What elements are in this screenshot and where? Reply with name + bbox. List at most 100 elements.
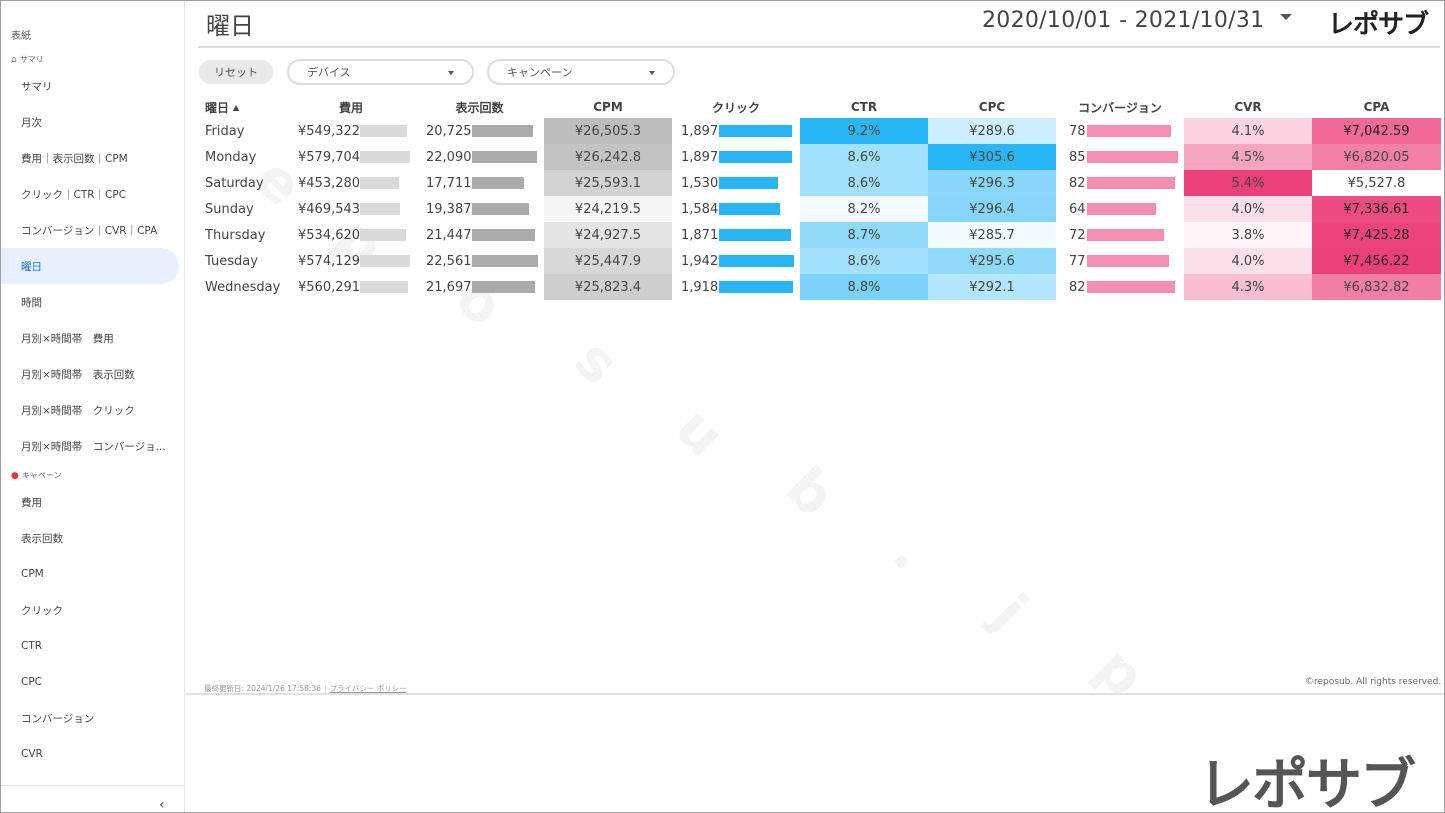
sidebar-item-campaign-2[interactable]: CPM [21, 568, 44, 580]
cell-cpm: ¥24,927.5 [544, 222, 672, 248]
cell-day: Thursday [205, 227, 266, 243]
cell-clicks: 1,584 [681, 201, 719, 217]
column-header-cvr[interactable]: CVR [1234, 100, 1262, 114]
sidebar-item-summary-0[interactable]: サマリ [21, 80, 53, 93]
cell-impressions: 19,387 [426, 201, 472, 217]
table-row: Wednesday ¥560,291 21,697 ¥25,823.4 1,918 8.8… [199, 274, 1441, 300]
sidebar-item-summary-4[interactable]: コンバージョン｜CVR｜CPA [21, 224, 158, 237]
column-header-cpc[interactable]: CPC [978, 100, 1006, 114]
cell-ctr: 8.8% [800, 274, 928, 300]
sidebar-item-campaign-7[interactable]: CVR [21, 748, 43, 760]
campaign-filter[interactable]: キャンペーン [487, 59, 675, 85]
cell-cpc: ¥285.7 [928, 222, 1056, 248]
sidebar-item-campaign-4[interactable]: CTR [21, 640, 43, 652]
sidebar-item-campaign-0[interactable]: 費用 [21, 496, 42, 509]
cell-ctr: 8.6% [800, 248, 928, 274]
sidebar-item-campaign-3[interactable]: クリック [21, 604, 63, 617]
cell-clicks: 1,897 [681, 149, 719, 165]
impressions-bar [472, 125, 533, 137]
column-header-conversions[interactable]: コンバージョン [1078, 100, 1162, 115]
sort-ascending-icon: ▲ [233, 102, 240, 112]
brand-logo: レポサブ [1328, 10, 1429, 40]
column-header-clicks[interactable]: クリック [711, 100, 760, 115]
sidebar-item-summary-6[interactable]: 時間 [21, 296, 42, 309]
cell-cost: ¥469,543 [298, 201, 361, 217]
cell-cpa: ¥6,820.05 [1312, 144, 1441, 170]
sidebar-item-summary-2[interactable]: 費用｜表示回数｜CPM [21, 152, 128, 165]
column-header-impressions[interactable]: 表示回数 [455, 100, 504, 115]
conversions-bar [1087, 177, 1175, 189]
sidebar-cover-link[interactable]: 表紙 [11, 31, 31, 42]
clicks-bar [719, 177, 779, 189]
cell-impressions: 21,697 [426, 279, 472, 295]
cell-cpm: ¥25,447.9 [544, 248, 672, 274]
cost-bar [360, 151, 410, 163]
cell-day: Friday [205, 123, 245, 139]
pin-icon: ● [11, 470, 19, 481]
cell-cpm: ¥26,505.3 [544, 118, 672, 144]
clicks-bar [719, 203, 781, 215]
cell-ctr: 8.6% [800, 144, 928, 170]
cell-clicks: 1,897 [681, 123, 719, 139]
privacy-policy-link[interactable]: プライバシー ポリシー [329, 684, 407, 693]
date-range-dropdown-icon[interactable] [1280, 14, 1292, 20]
device-filter-label: デバイス [307, 66, 351, 79]
cost-bar [360, 125, 408, 137]
sidebar-item-campaign-1[interactable]: 表示回数 [21, 532, 63, 545]
column-header-cost[interactable]: 費用 [338, 100, 363, 115]
footer-brand-logo: レポサブ [1198, 753, 1416, 813]
sidebar-section-campaign-label: キャペーン [21, 471, 62, 480]
sidebar-item-summary-9[interactable]: 月別×時間帯 クリック [21, 404, 135, 417]
copyright: ©reposub. All rights reserved. [1305, 677, 1442, 687]
conversions-bar [1087, 255, 1170, 267]
cell-day: Monday [205, 149, 257, 165]
cell-cpm: ¥25,593.1 [544, 170, 672, 196]
cell-cpc: ¥289.6 [928, 118, 1056, 144]
cell-cpc: ¥296.3 [928, 170, 1056, 196]
cell-conversions: 78 [1069, 123, 1086, 139]
cell-clicks: 1,942 [681, 253, 719, 269]
cell-day: Saturday [205, 175, 264, 191]
collapse-sidebar-icon[interactable]: ‹ [159, 797, 165, 813]
cell-cpa: ¥7,042.59 [1312, 118, 1441, 144]
sidebar-section-summary: ⌂ サマリ [11, 54, 44, 65]
sidebar-divider [1, 785, 185, 786]
cell-cpc: ¥295.6 [928, 248, 1056, 274]
cell-ctr: 9.2% [800, 118, 928, 144]
cell-cvr: 4.0% [1184, 196, 1312, 222]
cell-cvr: 4.5% [1184, 144, 1312, 170]
cell-cost: ¥560,291 [298, 279, 361, 295]
cell-cpc: ¥296.4 [928, 196, 1056, 222]
cell-conversions: 72 [1069, 227, 1086, 243]
cell-cost: ¥579,704 [298, 149, 361, 165]
sidebar-item-campaign-6[interactable]: コンバージョン [21, 712, 95, 725]
conversions-bar [1087, 229, 1165, 241]
sidebar-item-summary-10[interactable]: 月別×時間帯 コンバージョ... [21, 440, 166, 453]
cell-ctr: 8.7% [800, 222, 928, 248]
impressions-bar [472, 255, 538, 267]
sidebar-item-campaign-5[interactable]: CPC [21, 676, 42, 688]
cell-conversions: 82 [1069, 175, 1086, 191]
clicks-bar [719, 229, 792, 241]
column-header-cpm[interactable]: CPM [593, 100, 623, 114]
header-divider [198, 46, 1440, 48]
cell-cpm: ¥25,823.4 [544, 274, 672, 300]
cell-cpc: ¥292.1 [928, 274, 1056, 300]
date-range-picker[interactable]: 2020/10/01 - 2021/10/31 [982, 8, 1265, 33]
column-header-ctr[interactable]: CTR [850, 100, 878, 114]
sidebar-item-summary-1[interactable]: 月次 [21, 116, 42, 129]
reset-button[interactable]: リセット [199, 60, 273, 84]
sidebar-item-summary-7[interactable]: 月別×時間帯 費用 [21, 332, 114, 345]
sidebar-item-summary-8[interactable]: 月別×時間帯 表示回数 [21, 368, 135, 381]
cell-cpa: ¥7,425.28 [1312, 222, 1441, 248]
device-filter[interactable]: デバイス [287, 59, 474, 85]
cell-clicks: 1,871 [681, 227, 719, 243]
cost-bar [360, 255, 410, 267]
column-header-cpa[interactable]: CPA [1363, 100, 1390, 114]
sidebar-item-summary-3[interactable]: クリック｜CTR｜CPC [21, 188, 127, 201]
column-header-day[interactable]: 曜日 ▲ [199, 96, 287, 118]
impressions-bar [472, 203, 529, 215]
conversions-bar [1087, 203, 1156, 215]
sidebar-item-summary-5[interactable]: 曜日 [1, 248, 179, 284]
cell-impressions: 17,711 [426, 175, 472, 191]
